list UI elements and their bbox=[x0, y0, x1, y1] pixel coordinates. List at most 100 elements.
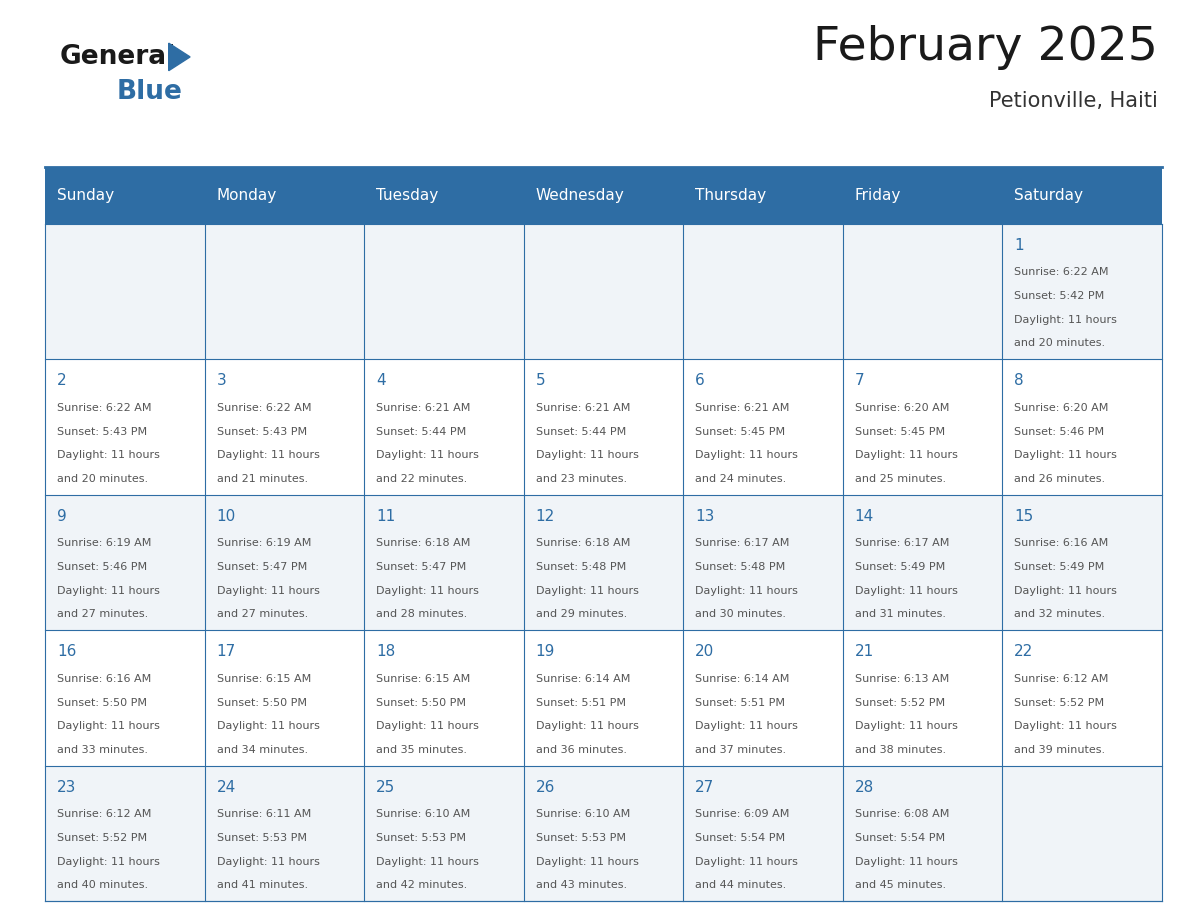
Text: and 42 minutes.: and 42 minutes. bbox=[377, 880, 467, 890]
Text: Sunrise: 6:21 AM: Sunrise: 6:21 AM bbox=[377, 403, 470, 413]
Bar bbox=[204, 224, 365, 360]
Bar bbox=[365, 766, 524, 901]
Text: Sunrise: 6:20 AM: Sunrise: 6:20 AM bbox=[854, 403, 949, 413]
Bar bbox=[45, 495, 204, 631]
Text: Sunset: 5:50 PM: Sunset: 5:50 PM bbox=[57, 698, 147, 708]
Text: 2: 2 bbox=[57, 373, 67, 388]
Text: Sunrise: 6:21 AM: Sunrise: 6:21 AM bbox=[695, 403, 790, 413]
Text: Daylight: 11 hours: Daylight: 11 hours bbox=[57, 722, 160, 732]
Text: 18: 18 bbox=[377, 644, 396, 659]
Text: Sunrise: 6:17 AM: Sunrise: 6:17 AM bbox=[854, 538, 949, 548]
Text: Sunset: 5:42 PM: Sunset: 5:42 PM bbox=[1015, 291, 1105, 301]
Text: Sunrise: 6:14 AM: Sunrise: 6:14 AM bbox=[536, 674, 630, 684]
Text: Daylight: 11 hours: Daylight: 11 hours bbox=[536, 856, 638, 867]
Text: and 41 minutes.: and 41 minutes. bbox=[216, 880, 308, 890]
Text: and 33 minutes.: and 33 minutes. bbox=[57, 745, 148, 755]
Text: Sunrise: 6:13 AM: Sunrise: 6:13 AM bbox=[854, 674, 949, 684]
Text: 15: 15 bbox=[1015, 509, 1034, 523]
Bar bbox=[45, 766, 204, 901]
Text: Sunrise: 6:12 AM: Sunrise: 6:12 AM bbox=[57, 810, 151, 820]
Bar bbox=[1003, 360, 1162, 495]
Text: Daylight: 11 hours: Daylight: 11 hours bbox=[377, 450, 479, 460]
Text: Sunday: Sunday bbox=[57, 188, 114, 203]
Polygon shape bbox=[169, 43, 190, 71]
Bar bbox=[842, 495, 1003, 631]
Text: Friday: Friday bbox=[854, 188, 901, 203]
Text: Sunset: 5:48 PM: Sunset: 5:48 PM bbox=[695, 562, 785, 572]
Bar bbox=[365, 224, 524, 360]
Text: Sunset: 5:49 PM: Sunset: 5:49 PM bbox=[854, 562, 944, 572]
Bar bbox=[204, 766, 365, 901]
Text: Daylight: 11 hours: Daylight: 11 hours bbox=[377, 856, 479, 867]
Text: Daylight: 11 hours: Daylight: 11 hours bbox=[216, 586, 320, 596]
Text: 6: 6 bbox=[695, 373, 704, 388]
Text: 28: 28 bbox=[854, 779, 874, 794]
Text: Sunset: 5:43 PM: Sunset: 5:43 PM bbox=[57, 427, 147, 437]
Text: Daylight: 11 hours: Daylight: 11 hours bbox=[57, 450, 160, 460]
Text: Thursday: Thursday bbox=[695, 188, 766, 203]
Bar bbox=[1003, 224, 1162, 360]
Text: Daylight: 11 hours: Daylight: 11 hours bbox=[1015, 722, 1117, 732]
Text: Daylight: 11 hours: Daylight: 11 hours bbox=[377, 722, 479, 732]
Bar bbox=[204, 360, 365, 495]
Text: Daylight: 11 hours: Daylight: 11 hours bbox=[854, 450, 958, 460]
Text: Tuesday: Tuesday bbox=[377, 188, 438, 203]
Text: Sunset: 5:46 PM: Sunset: 5:46 PM bbox=[1015, 427, 1105, 437]
Text: Sunset: 5:44 PM: Sunset: 5:44 PM bbox=[377, 427, 467, 437]
Text: 7: 7 bbox=[854, 373, 865, 388]
Text: Sunset: 5:52 PM: Sunset: 5:52 PM bbox=[57, 833, 147, 843]
Text: Sunset: 5:53 PM: Sunset: 5:53 PM bbox=[536, 833, 626, 843]
Text: Sunset: 5:45 PM: Sunset: 5:45 PM bbox=[854, 427, 944, 437]
Text: 19: 19 bbox=[536, 644, 555, 659]
Text: and 27 minutes.: and 27 minutes. bbox=[216, 610, 308, 620]
Bar bbox=[842, 224, 1003, 360]
Text: Petionville, Haiti: Petionville, Haiti bbox=[990, 91, 1158, 111]
Text: Blue: Blue bbox=[116, 79, 182, 105]
Text: and 34 minutes.: and 34 minutes. bbox=[216, 745, 308, 755]
Bar bbox=[683, 766, 842, 901]
Bar bbox=[1003, 495, 1162, 631]
Bar bbox=[1003, 631, 1162, 766]
Bar bbox=[1003, 766, 1162, 901]
Text: 10: 10 bbox=[216, 509, 235, 523]
Bar bbox=[365, 495, 524, 631]
Text: Daylight: 11 hours: Daylight: 11 hours bbox=[695, 722, 798, 732]
Bar bbox=[842, 631, 1003, 766]
Text: 22: 22 bbox=[1015, 644, 1034, 659]
Text: Sunset: 5:51 PM: Sunset: 5:51 PM bbox=[536, 698, 626, 708]
Bar bbox=[365, 360, 524, 495]
Text: Sunset: 5:52 PM: Sunset: 5:52 PM bbox=[854, 698, 944, 708]
Text: Sunrise: 6:19 AM: Sunrise: 6:19 AM bbox=[57, 538, 151, 548]
Text: Sunset: 5:47 PM: Sunset: 5:47 PM bbox=[377, 562, 467, 572]
Text: Sunrise: 6:22 AM: Sunrise: 6:22 AM bbox=[57, 403, 152, 413]
Text: 3: 3 bbox=[216, 373, 226, 388]
Text: Daylight: 11 hours: Daylight: 11 hours bbox=[377, 586, 479, 596]
Text: Daylight: 11 hours: Daylight: 11 hours bbox=[536, 586, 638, 596]
Text: Sunset: 5:54 PM: Sunset: 5:54 PM bbox=[695, 833, 785, 843]
Text: Daylight: 11 hours: Daylight: 11 hours bbox=[1015, 450, 1117, 460]
Text: Sunset: 5:50 PM: Sunset: 5:50 PM bbox=[377, 698, 466, 708]
Text: Sunrise: 6:17 AM: Sunrise: 6:17 AM bbox=[695, 538, 790, 548]
Text: Sunrise: 6:11 AM: Sunrise: 6:11 AM bbox=[216, 810, 311, 820]
Text: Daylight: 11 hours: Daylight: 11 hours bbox=[536, 722, 638, 732]
Bar bbox=[842, 766, 1003, 901]
Text: and 29 minutes.: and 29 minutes. bbox=[536, 610, 627, 620]
Text: Sunset: 5:43 PM: Sunset: 5:43 PM bbox=[216, 427, 307, 437]
Text: 27: 27 bbox=[695, 779, 714, 794]
Text: 8: 8 bbox=[1015, 373, 1024, 388]
Text: Sunset: 5:49 PM: Sunset: 5:49 PM bbox=[1015, 562, 1105, 572]
Text: 11: 11 bbox=[377, 509, 396, 523]
Text: and 31 minutes.: and 31 minutes. bbox=[854, 610, 946, 620]
Text: and 26 minutes.: and 26 minutes. bbox=[1015, 474, 1105, 484]
Text: Saturday: Saturday bbox=[1015, 188, 1083, 203]
Text: and 40 minutes.: and 40 minutes. bbox=[57, 880, 148, 890]
Text: and 44 minutes.: and 44 minutes. bbox=[695, 880, 786, 890]
Bar bbox=[45, 167, 1162, 224]
Text: Sunrise: 6:09 AM: Sunrise: 6:09 AM bbox=[695, 810, 790, 820]
Text: Sunrise: 6:15 AM: Sunrise: 6:15 AM bbox=[216, 674, 311, 684]
Text: and 38 minutes.: and 38 minutes. bbox=[854, 745, 946, 755]
Bar bbox=[204, 495, 365, 631]
Text: 12: 12 bbox=[536, 509, 555, 523]
Text: 4: 4 bbox=[377, 373, 386, 388]
Bar bbox=[365, 631, 524, 766]
